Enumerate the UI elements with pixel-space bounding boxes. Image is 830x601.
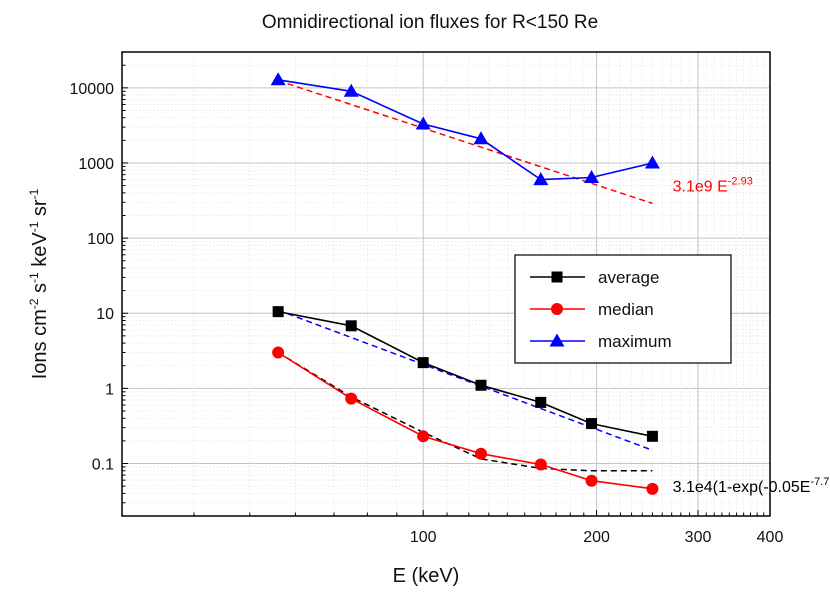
legend-label-median: median xyxy=(598,300,654,319)
fit-median-label: 3.1e4(1-exp(-0.05E-7.77) xyxy=(673,476,830,496)
average-point xyxy=(646,430,658,442)
maximum-point xyxy=(533,172,549,186)
y-axis-label-part-sr: sr xyxy=(29,199,51,222)
median-point xyxy=(585,474,598,487)
tick-labels: 0.1 1 10 100 1000 10000 100 200 300 400 xyxy=(70,81,784,546)
y-tick-label: 10000 xyxy=(70,81,115,98)
fit-median-label-base: 3.1e4(1-exp(-0.05E xyxy=(673,479,811,496)
plot-frame xyxy=(121,51,771,517)
fit-median-label-exponent: -7.77 xyxy=(810,476,830,488)
fit-maximum-label-exponent: -2.93 xyxy=(728,176,753,188)
x-tick-label: 200 xyxy=(583,529,610,546)
y-axis-label-part-s: s xyxy=(29,283,51,299)
y-axis-label-base: Ions cm xyxy=(29,309,51,379)
data-series xyxy=(270,72,660,495)
legend-items: average median maximum xyxy=(530,268,672,351)
legend-item-average: average xyxy=(530,268,659,287)
legend-item-median: median xyxy=(530,300,654,319)
maximum-point xyxy=(270,72,286,86)
median-point xyxy=(646,482,659,495)
maximum-point xyxy=(343,83,359,97)
legend-label-maximum: maximum xyxy=(598,332,672,351)
median-point xyxy=(272,346,285,359)
legend-marker-median xyxy=(551,303,563,315)
x-tick-label: 400 xyxy=(757,529,784,546)
series-maximum xyxy=(270,72,660,186)
axis-ticks xyxy=(122,64,771,516)
y-axis-label-part-kev: keV xyxy=(29,232,51,273)
y-tick-label: 1 xyxy=(105,381,114,398)
average-point xyxy=(272,306,284,318)
median-point xyxy=(345,392,358,405)
x-axis-label: E (keV) xyxy=(393,565,460,587)
series-median xyxy=(272,346,659,495)
y-axis-label-exp-2: -1 xyxy=(27,272,41,283)
y-axis-label: Ions cm-2 s-1 keV-1 sr-1 xyxy=(27,188,51,379)
x-tick-label: 300 xyxy=(685,529,712,546)
y-axis-label-exp-1: -2 xyxy=(27,298,41,309)
chart-title: Omnidirectional ion fluxes for R<150 Re xyxy=(262,12,598,33)
y-tick-label: 1000 xyxy=(78,156,114,173)
fit-maximum-label-base: 3.1e9 E xyxy=(673,179,728,196)
y-tick-label: 0.1 xyxy=(92,456,114,473)
series-average xyxy=(272,306,658,442)
y-tick-label: 10 xyxy=(96,306,114,323)
x-tick-label: 100 xyxy=(410,529,437,546)
legend-marker-maximum xyxy=(549,333,565,347)
legend: average median maximum xyxy=(514,254,732,364)
legend-marker-average xyxy=(551,271,563,283)
legend-label-average: average xyxy=(598,268,659,287)
maximum-point xyxy=(584,170,600,184)
average-point xyxy=(586,418,598,430)
y-tick-label: 100 xyxy=(87,231,114,248)
average-point xyxy=(475,379,487,391)
fit-maximum-label: 3.1e9 E-2.93 xyxy=(673,176,753,196)
median-point xyxy=(475,447,488,460)
maximum-point xyxy=(473,131,489,145)
fit-maximum-line xyxy=(277,79,653,205)
legend-item-maximum: maximum xyxy=(530,332,672,351)
maximum-point xyxy=(644,155,660,169)
y-axis-label-exp-4: -1 xyxy=(27,188,41,199)
average-point xyxy=(535,396,547,408)
average-point xyxy=(417,357,429,369)
median-point xyxy=(417,430,430,443)
median-point xyxy=(534,458,547,471)
y-axis-label-exp-3: -1 xyxy=(27,221,41,232)
average-point xyxy=(345,320,357,332)
maximum-point xyxy=(415,116,431,130)
